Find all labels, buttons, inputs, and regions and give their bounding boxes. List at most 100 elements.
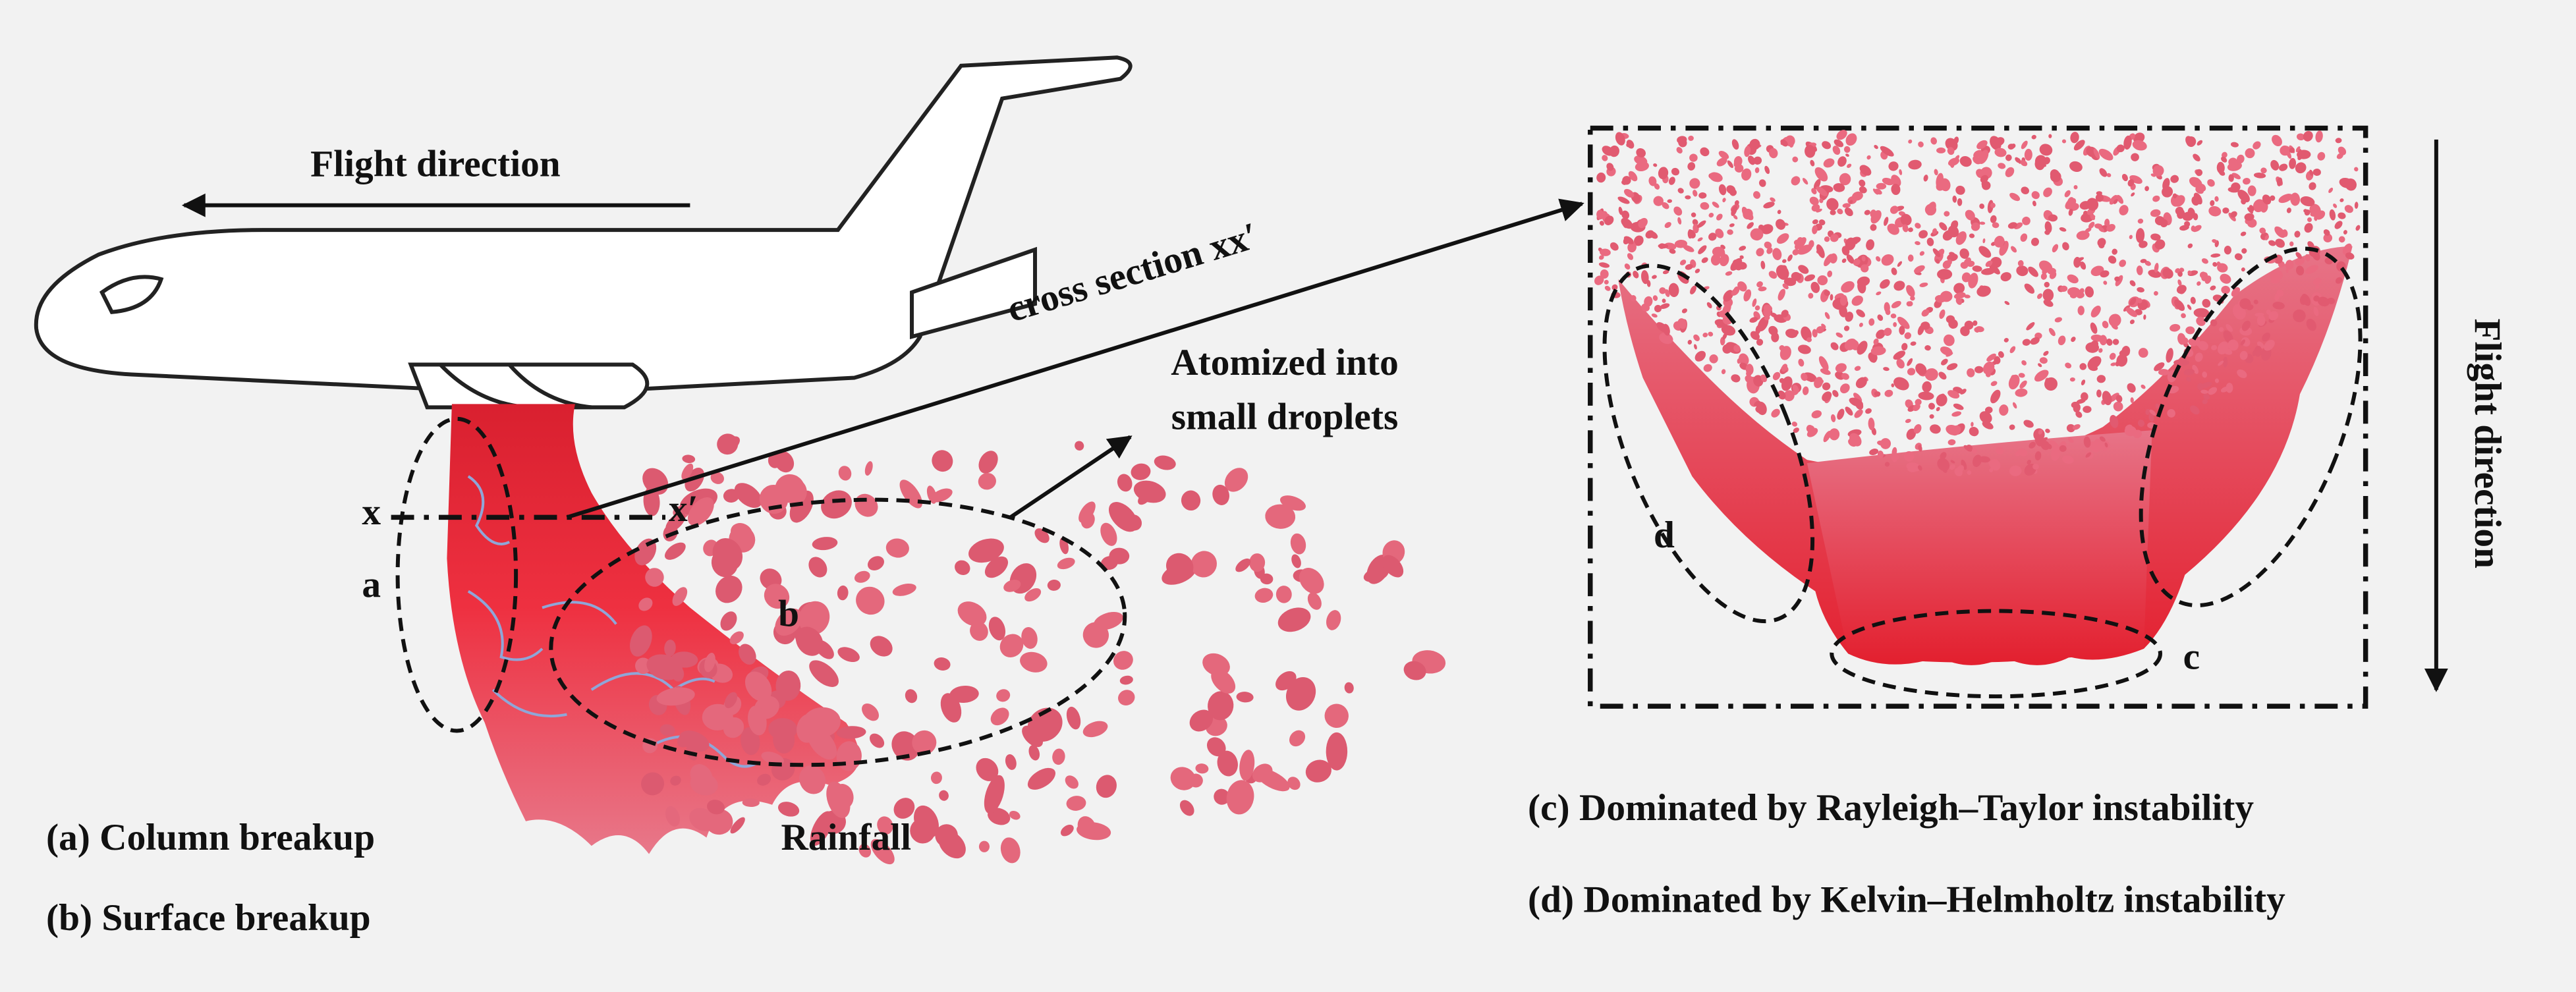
droplet: [858, 844, 872, 858]
droplet: [1622, 176, 1631, 185]
droplet: [1816, 244, 1825, 258]
droplet: [2210, 253, 2221, 258]
droplet: [1752, 298, 1757, 307]
droplet: [1792, 248, 1799, 256]
droplet: [2080, 262, 2086, 270]
droplet: [2342, 243, 2352, 256]
droplet: [1874, 144, 1878, 150]
droplet: [1924, 204, 1937, 216]
droplet: [1747, 155, 1756, 165]
droplet: [1791, 271, 1801, 281]
droplet: [2191, 225, 2196, 232]
cockpit: [99, 275, 164, 314]
droplet: [2338, 146, 2347, 155]
droplet: [1820, 379, 1824, 384]
droplet: [996, 689, 1011, 702]
droplet: [1075, 441, 1084, 451]
droplet: [2186, 377, 2191, 382]
droplet: [1848, 438, 1857, 447]
droplet: [2044, 377, 2058, 391]
droplet: [1906, 428, 1917, 440]
droplet: [1659, 287, 1666, 294]
droplet: [1805, 145, 1816, 158]
droplet: [1722, 198, 1726, 203]
droplet: [1096, 775, 1117, 798]
droplet: [1994, 148, 2007, 157]
droplet: [1662, 202, 1669, 209]
droplet: [2113, 401, 2123, 412]
droplet: [1859, 165, 1872, 176]
droplet: [1782, 283, 1789, 290]
droplet: [2020, 233, 2028, 242]
droplet: [1694, 268, 1700, 273]
droplet: [1914, 265, 1925, 273]
droplet: [2026, 322, 2035, 331]
droplet: [1798, 265, 1809, 274]
droplet: [2345, 252, 2355, 260]
droplet: [1596, 172, 1606, 183]
droplet: [1859, 179, 1866, 187]
droplet: [836, 726, 866, 739]
droplet: [2239, 350, 2248, 360]
droplet: [1887, 223, 1899, 235]
droplet: [1645, 230, 1654, 239]
droplet: [1604, 215, 1614, 225]
droplet: [988, 617, 1006, 641]
cup-core: [1806, 430, 2152, 663]
droplet: [1700, 147, 1710, 157]
droplet: [1897, 316, 1910, 329]
droplet: [2154, 263, 2159, 273]
droplet: [1855, 377, 1867, 389]
droplet: [2309, 182, 2316, 190]
droplet: [1727, 229, 1733, 235]
droplet: [1403, 661, 1426, 680]
droplet: [2158, 369, 2170, 375]
droplet: [2222, 152, 2227, 158]
droplet: [2005, 154, 2012, 161]
droplet: [2097, 238, 2106, 247]
droplet: [1955, 185, 1965, 195]
droplet: [2197, 140, 2203, 146]
droplet: [1918, 230, 1928, 238]
droplet: [1718, 150, 1729, 159]
droplet: [1922, 381, 1932, 393]
droplet: [1716, 157, 1727, 167]
droplet: [914, 805, 939, 838]
droplet: [2185, 136, 2195, 148]
droplet: [1324, 703, 1349, 729]
droplet: [1884, 217, 1889, 226]
droplet: [1810, 281, 1820, 293]
droplet: [1289, 730, 1306, 747]
droplet: [1634, 235, 1644, 246]
droplet: [1884, 327, 1892, 337]
droplet: [2111, 323, 2118, 330]
droplet: [2333, 204, 2338, 208]
droplet: [957, 601, 987, 626]
droplet: [1938, 372, 1947, 380]
droplet: [2027, 460, 2031, 465]
legend-item: (a) Column breakup: [46, 817, 375, 858]
droplet: [1874, 391, 1881, 397]
droplet: [1971, 448, 1977, 454]
droplet: [1777, 209, 1781, 214]
droplet: [2098, 348, 2103, 353]
droplet: [1809, 196, 1819, 206]
droplet: [724, 692, 738, 709]
droplet: [2085, 227, 2092, 233]
droplet: [1982, 238, 1986, 244]
droplet: [1626, 140, 1635, 149]
droplet: [2306, 318, 2316, 331]
droplet: [1822, 382, 1831, 391]
droplet: [2295, 252, 2302, 259]
droplet: [2200, 389, 2208, 394]
droplet: [1990, 215, 1997, 223]
droplet: [2285, 268, 2289, 273]
droplet: [1060, 825, 1074, 837]
droplet: [1609, 145, 1619, 157]
droplet: [2145, 408, 2150, 415]
droplet: [1299, 568, 1324, 594]
droplet: [1822, 141, 1832, 150]
droplet: [1662, 269, 1669, 275]
droplet: [1843, 325, 1850, 331]
droplet: [2182, 337, 2189, 344]
